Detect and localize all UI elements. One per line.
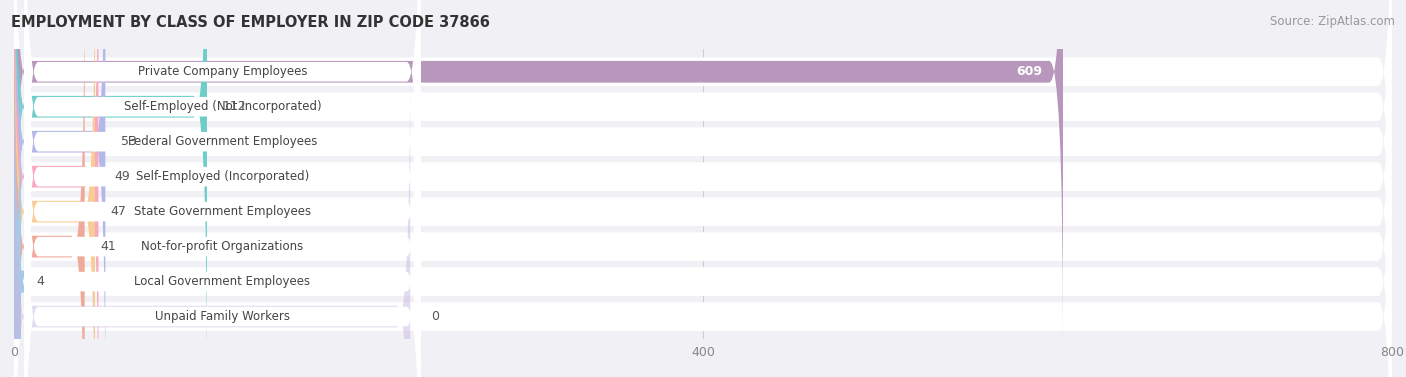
FancyBboxPatch shape (14, 0, 1063, 341)
Text: Unpaid Family Workers: Unpaid Family Workers (155, 310, 290, 323)
FancyBboxPatch shape (24, 0, 420, 377)
Text: Not-for-profit Organizations: Not-for-profit Organizations (142, 240, 304, 253)
FancyBboxPatch shape (14, 0, 105, 377)
FancyBboxPatch shape (24, 47, 420, 377)
FancyBboxPatch shape (14, 0, 1392, 377)
FancyBboxPatch shape (14, 0, 84, 377)
Text: EMPLOYMENT BY CLASS OF EMPLOYER IN ZIP CODE 37866: EMPLOYMENT BY CLASS OF EMPLOYER IN ZIP C… (11, 15, 491, 30)
Text: 609: 609 (1017, 65, 1042, 78)
FancyBboxPatch shape (24, 0, 420, 377)
Text: Source: ZipAtlas.com: Source: ZipAtlas.com (1270, 15, 1395, 28)
Text: Self-Employed (Incorporated): Self-Employed (Incorporated) (136, 170, 309, 183)
Text: 49: 49 (114, 170, 129, 183)
FancyBboxPatch shape (14, 51, 1392, 377)
FancyBboxPatch shape (14, 0, 207, 375)
FancyBboxPatch shape (14, 0, 1392, 337)
FancyBboxPatch shape (14, 0, 1392, 377)
Text: Private Company Employees: Private Company Employees (138, 65, 308, 78)
Text: Local Government Employees: Local Government Employees (135, 275, 311, 288)
Text: Self-Employed (Not Incorporated): Self-Employed (Not Incorporated) (124, 100, 322, 113)
FancyBboxPatch shape (24, 12, 420, 377)
FancyBboxPatch shape (7, 13, 28, 377)
FancyBboxPatch shape (14, 0, 98, 377)
FancyBboxPatch shape (14, 0, 1392, 377)
FancyBboxPatch shape (24, 0, 420, 377)
FancyBboxPatch shape (14, 16, 1392, 377)
Text: 47: 47 (111, 205, 127, 218)
FancyBboxPatch shape (14, 0, 96, 377)
FancyBboxPatch shape (24, 0, 420, 377)
Text: Federal Government Employees: Federal Government Employees (128, 135, 318, 148)
FancyBboxPatch shape (14, 48, 411, 377)
FancyBboxPatch shape (14, 0, 1392, 377)
Text: 4: 4 (37, 275, 45, 288)
FancyBboxPatch shape (24, 0, 420, 377)
Text: 112: 112 (222, 100, 246, 113)
FancyBboxPatch shape (14, 0, 1392, 372)
Text: 41: 41 (100, 240, 115, 253)
Text: 53: 53 (121, 135, 136, 148)
FancyBboxPatch shape (24, 0, 420, 342)
Text: 0: 0 (430, 310, 439, 323)
Text: State Government Employees: State Government Employees (134, 205, 311, 218)
